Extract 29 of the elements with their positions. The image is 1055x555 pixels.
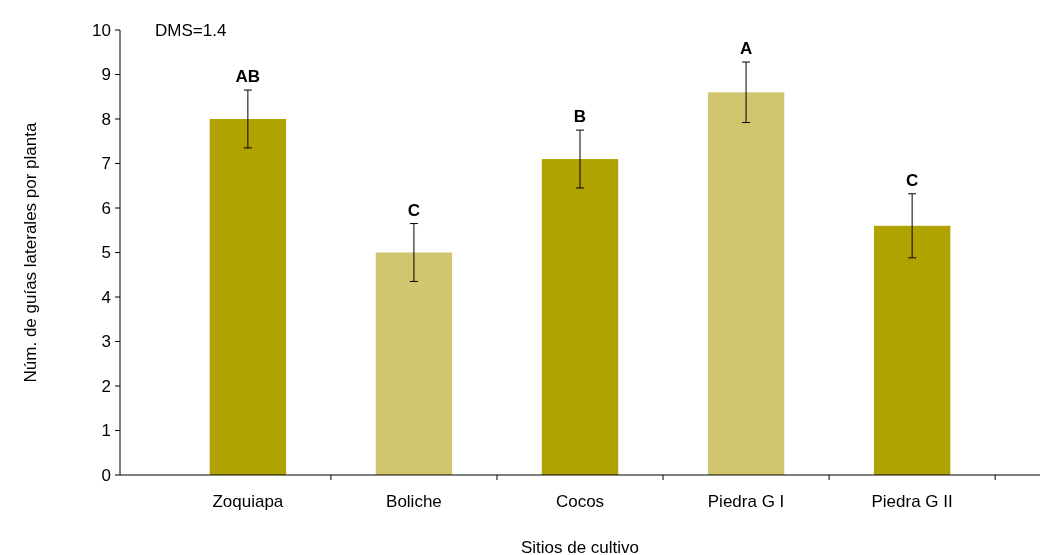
y-tick-label: 5 [101, 243, 111, 263]
annotation: B [573, 107, 587, 127]
x-tick-label: Piedra G I [707, 492, 785, 511]
y-tick-label: 7 [101, 154, 111, 174]
x-axis-title: Sitios de cultivo [520, 538, 640, 555]
bar [541, 159, 619, 475]
y-tick-label: 9 [101, 65, 111, 85]
x-tick-label: Boliche [386, 492, 442, 511]
bar [873, 225, 951, 475]
y-tick-label: 8 [101, 109, 111, 129]
annotation: AB [235, 67, 261, 87]
y-tick-label: 3 [101, 332, 111, 352]
y-tick-label: 4 [101, 287, 111, 307]
annotation: DMS=1.4 [155, 21, 227, 40]
bar [209, 119, 287, 475]
x-tick-label: Zoquiapa [212, 492, 284, 511]
x-tick-label: Piedra G II [871, 492, 953, 511]
x-tick-label: Cocos [555, 492, 605, 511]
annotation: C [407, 200, 421, 220]
y-tick-label: 2 [101, 376, 111, 396]
y-axis-title: Núm. de guías laterales por planta [21, 122, 40, 383]
y-tick-label: 6 [101, 198, 111, 218]
bar [375, 252, 453, 475]
y-tick-label: 0 [101, 465, 111, 485]
annotation: C [905, 170, 919, 190]
y-tick-label: 10 [92, 20, 111, 40]
y-tick-label: 1 [101, 421, 111, 441]
bar [707, 92, 785, 475]
annotation: A [739, 39, 753, 59]
